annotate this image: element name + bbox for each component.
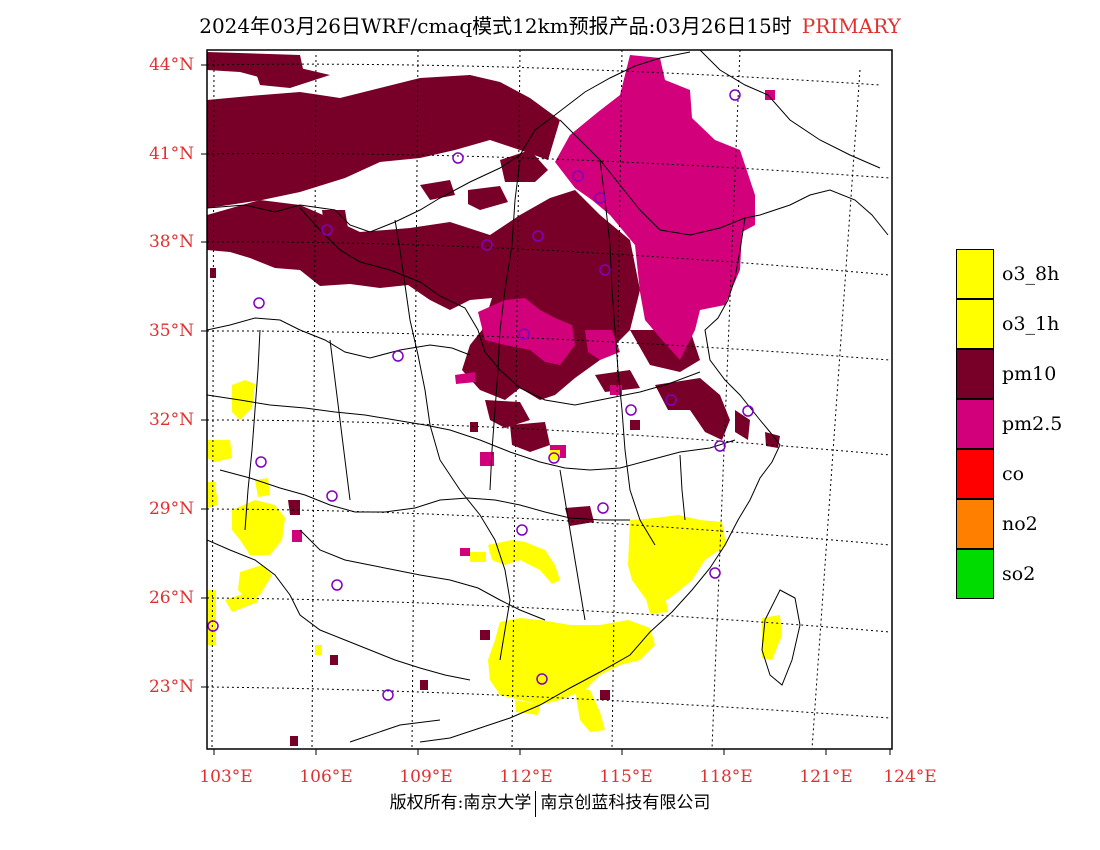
- axis-ticks: [201, 64, 891, 755]
- legend-label-pm10: pm10: [1002, 363, 1057, 385]
- legend-item-pm25: pm2.5: [956, 399, 1096, 449]
- graticule: [207, 50, 891, 749]
- legend-label-o3-8h: o3_8h: [1002, 263, 1060, 285]
- legend-label-o3-1h: o3_1h: [1002, 313, 1060, 335]
- legend-item-co: co: [956, 449, 1096, 499]
- legend-swatch-pm25: [956, 399, 994, 449]
- lon-label-112e: 112°E: [499, 767, 553, 787]
- lon-label-115e: 115°E: [599, 767, 653, 787]
- copyright-right: 南京创蓝科技有限公司: [540, 793, 711, 813]
- lat-label-23n: 23°N: [148, 677, 194, 697]
- lat-label-41n: 41°N: [148, 144, 194, 164]
- lon-label-121e: 121°E: [799, 767, 853, 787]
- pollutant-legend: o3_8h o3_1h pm10 pm2.5 co no2 so2: [956, 249, 1096, 599]
- lat-label-38n: 38°N: [148, 232, 194, 252]
- copyright-footer: 版权所有:南京大学 南京创蓝科技有限公司: [0, 788, 1100, 817]
- lon-label-118e: 118°E: [699, 767, 753, 787]
- legend-swatch-pm10: [956, 349, 994, 399]
- legend-item-pm10: pm10: [956, 349, 1096, 399]
- lon-label-103e: 103°E: [199, 767, 253, 787]
- legend-item-o3-8h: o3_8h: [956, 249, 1096, 299]
- legend-label-so2: so2: [1002, 563, 1036, 585]
- lat-label-26n: 26°N: [148, 588, 194, 608]
- legend-swatch-o3-1h: [956, 299, 994, 349]
- footer-separator: [535, 790, 537, 817]
- station-markers: [207, 89, 754, 701]
- lon-label-106e: 106°E: [299, 767, 353, 787]
- legend-swatch-co: [956, 449, 994, 499]
- legend-label-co: co: [1002, 463, 1025, 485]
- lat-label-44n: 44°N: [148, 55, 194, 75]
- province-borders: [207, 50, 889, 743]
- map-title-text: 2024年03月26日WRF/cmaq模式12km预报产品:03月26日15时: [199, 14, 792, 38]
- map-title: 2024年03月26日WRF/cmaq模式12km预报产品:03月26日15时 P…: [0, 10, 1100, 39]
- legend-item-so2: so2: [956, 549, 1096, 599]
- legend-swatch-so2: [956, 549, 994, 599]
- legend-label-pm25: pm2.5: [1002, 413, 1063, 435]
- lat-label-35n: 35°N: [148, 321, 194, 341]
- pollutant-tag: PRIMARY: [801, 14, 901, 38]
- legend-label-no2: no2: [1002, 513, 1038, 535]
- copyright-left: 版权所有:南京大学: [389, 793, 532, 813]
- lat-label-29n: 29°N: [148, 499, 194, 519]
- legend-swatch-no2: [956, 499, 994, 549]
- map-frame: [206, 49, 893, 750]
- o3-area: [207, 380, 782, 732]
- legend-item-o3-1h: o3_1h: [956, 299, 1096, 349]
- lon-label-109e: 109°E: [399, 767, 453, 787]
- lon-label-124e: 124°E: [883, 767, 937, 787]
- legend-swatch-o3-8h: [956, 249, 994, 299]
- lat-label-32n: 32°N: [148, 410, 194, 430]
- legend-item-no2: no2: [956, 499, 1096, 549]
